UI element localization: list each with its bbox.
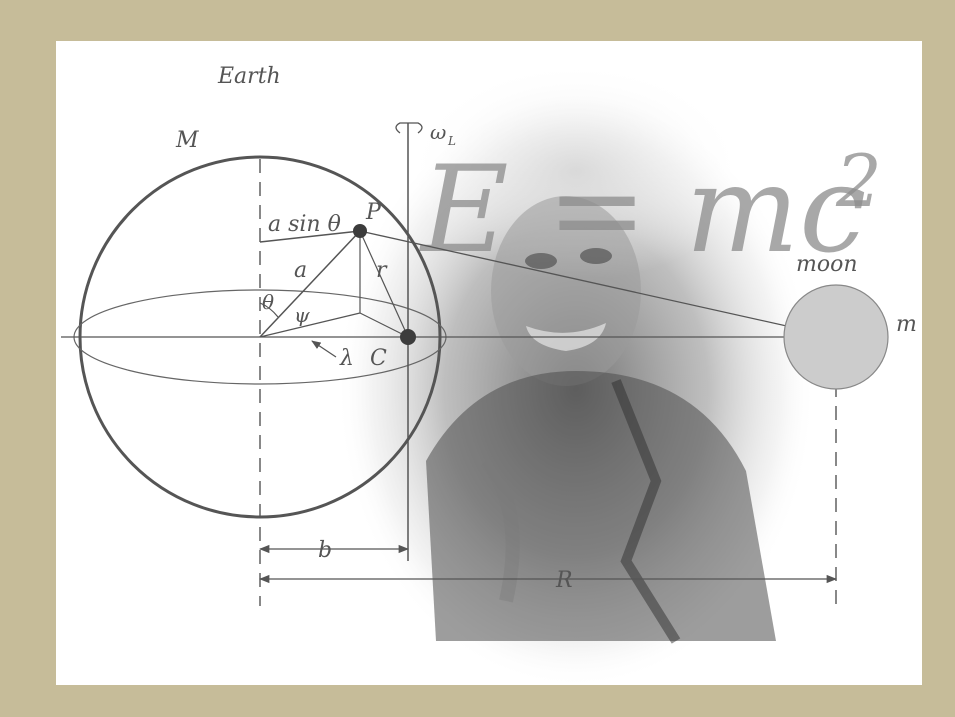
a-sin-theta-line	[259, 230, 361, 243]
p-to-c-line	[359, 230, 409, 338]
moon-circle	[783, 284, 889, 390]
distance-b-label: b	[318, 538, 332, 563]
projection-c-line	[359, 312, 409, 338]
rotation-arrow-icon	[395, 122, 423, 134]
formula-base: E = mc	[419, 141, 866, 280]
mass-moon-label: m	[896, 312, 917, 337]
radius-a-line	[259, 230, 361, 338]
side-r-label: r	[376, 258, 388, 283]
moon-label: moon	[796, 252, 858, 277]
side-a-label: a	[294, 258, 307, 283]
a-sin-theta-label: a sin θ	[268, 212, 341, 237]
point-p-label: P	[365, 200, 382, 225]
omega-subscript: L	[447, 134, 456, 148]
projection-psi-line	[259, 312, 361, 338]
theta-arc	[259, 302, 279, 318]
center-c-label: C	[370, 346, 387, 371]
theta-label: θ	[262, 290, 274, 314]
formula-exponent: 2	[835, 139, 882, 223]
formula-emc2: E = mc 2	[419, 139, 882, 280]
diagram-canvas: E = mc 2	[56, 41, 922, 685]
psi-label: ψ	[294, 303, 310, 327]
point-c	[400, 329, 416, 345]
portrait-photo	[336, 61, 816, 685]
point-p	[353, 224, 367, 238]
lambda-label: λ	[339, 346, 354, 371]
earth-label: Earth	[217, 64, 281, 89]
distance-r-label: R	[555, 568, 573, 593]
p-to-moon-line	[359, 230, 837, 338]
omega-label: ω	[430, 120, 446, 144]
mass-earth-label: M	[175, 128, 199, 153]
lambda-pointer	[311, 340, 337, 358]
earth-moon-diagram: E = mc 2	[61, 61, 917, 685]
